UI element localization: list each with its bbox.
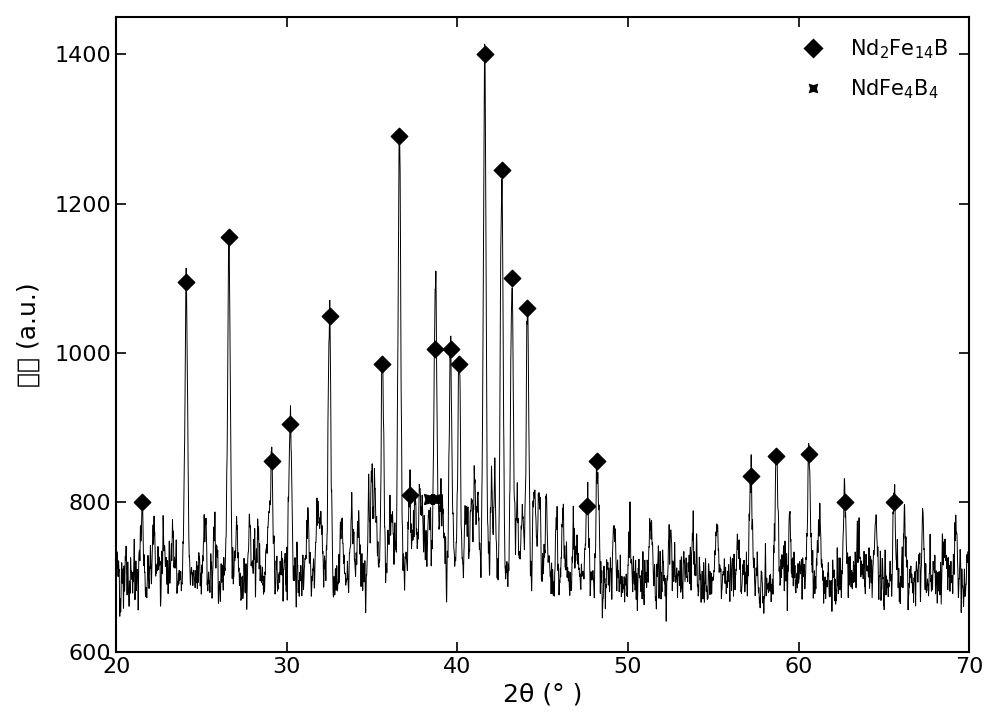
Point bbox=[428, 493, 444, 505]
Point bbox=[391, 130, 407, 142]
Point bbox=[427, 343, 443, 355]
Point bbox=[504, 273, 520, 284]
Point bbox=[494, 164, 510, 176]
Point bbox=[837, 497, 853, 508]
Point bbox=[374, 359, 390, 370]
Point bbox=[264, 455, 280, 467]
Point bbox=[886, 497, 902, 508]
Point bbox=[178, 276, 194, 288]
Point bbox=[221, 231, 237, 243]
Point bbox=[134, 497, 150, 508]
Point bbox=[451, 359, 467, 370]
Legend: Nd$_2$Fe$_{14}$B, NdFe$_4$B$_4$: Nd$_2$Fe$_{14}$B, NdFe$_4$B$_4$ bbox=[782, 27, 959, 112]
X-axis label: 2θ (° ): 2θ (° ) bbox=[503, 683, 582, 706]
Point bbox=[322, 310, 338, 322]
Point bbox=[477, 48, 493, 60]
Point bbox=[519, 302, 535, 314]
Y-axis label: 強度 (a.u.): 強度 (a.u.) bbox=[17, 282, 41, 387]
Point bbox=[421, 493, 437, 505]
Point bbox=[768, 450, 784, 462]
Point bbox=[801, 448, 817, 460]
Point bbox=[282, 418, 298, 429]
Point bbox=[589, 455, 605, 467]
Point bbox=[443, 343, 459, 355]
Point bbox=[402, 489, 418, 501]
Point bbox=[579, 500, 595, 512]
Point bbox=[743, 471, 759, 482]
